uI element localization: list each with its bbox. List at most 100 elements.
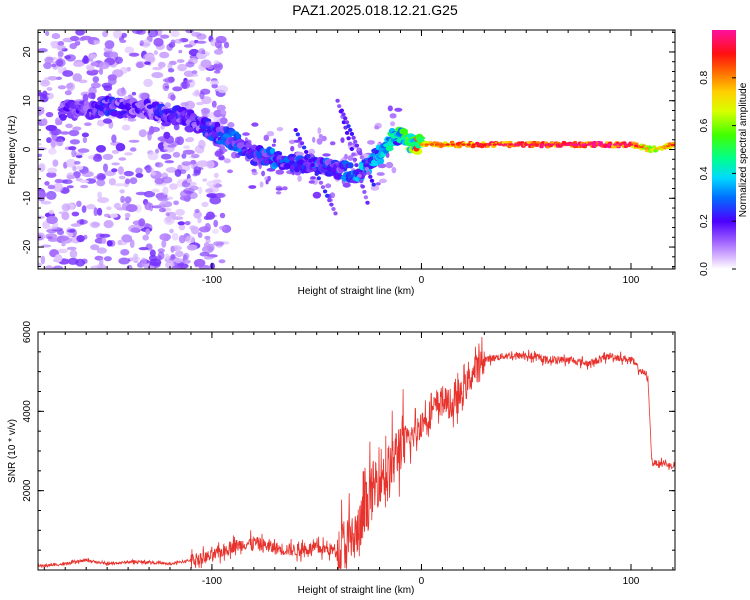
spectrogram-noise-cell [170,39,176,45]
spectrogram-noise-cell [39,191,47,198]
spectrogram-noise-cell [147,30,159,38]
spectrogram-sideband-cell [361,159,366,164]
spectrogram-noise-cell [175,208,186,216]
spectrogram-noise-cell [125,204,138,213]
spectrogram-noise-cell [165,212,170,217]
spectrogram-noise-cell [213,49,224,55]
spectrogram-noise-cell [196,101,204,106]
spectrogram-noise-cell [322,153,331,157]
spectrogram-core-cell [503,143,508,146]
spectrogram-sideband-cell [363,195,369,200]
spectrogram-ridge-cell [417,137,424,143]
spectrogram-sideband-cell [357,173,362,178]
spectrogram-noise-cell [70,223,82,227]
spectrogram-sideband-cell [314,171,319,176]
snr-axes: -100 0 100 2000 4000 6000 [22,320,675,587]
spectrogram-noise-cell [69,139,80,145]
spectrogram-noise-cell [109,213,119,218]
spectrogram-sideband-cell [358,151,363,156]
spectrogram-noise-cell [57,235,70,242]
spectrogram-noise-cell [367,140,375,145]
spectrogram-noise-cell [143,78,153,88]
spectrogram-noise-cell [160,200,167,205]
spectrogram-noise-cell [113,30,123,39]
spectrogram-noise-cell [310,176,316,180]
spectrogram-ridge-cell [211,130,219,138]
spectrogram-noise-cell [111,134,117,143]
spectrogram-noise-cell [312,136,316,143]
spectrogram-noise-cell [79,219,85,225]
spectrogram-noise-cell [211,83,218,89]
spectrogram-noise-cell [197,217,202,224]
spectrogram-noise-cell [167,68,175,73]
spectrogram-noise-cell [46,215,58,225]
spectrogram-noise-cell [67,232,74,238]
spectrogram-noise-cell [46,171,57,178]
spectrogram-noise-cell [57,248,68,254]
spectrogram-noise-cell [103,85,113,92]
spectrogram-core-cell [565,143,571,146]
spectrogram-noise-cell [65,123,73,129]
spectrogram-noise-cell [90,244,100,251]
spectrogram-noise-cell [42,220,50,229]
spectrogram-noise-cell [394,107,403,112]
spectrogram-noise-cell [227,122,235,128]
spectrogram-noise-cell [162,82,170,92]
spectrogram-noise-cell [199,252,210,257]
spectrogram-ridge-cell [572,140,578,145]
spectrogram-noise-cell [174,38,183,44]
spectrogram-sideband-cell [295,132,300,137]
spectrogram-y-tick-label: -20 [22,239,33,254]
spectrogram-core-cell [518,143,524,146]
spectrogram-core-cell [492,143,497,146]
spectrogram-noise-cell [377,163,387,169]
spectrogram-ridge-cell [648,149,653,154]
spectrogram-core-cell [576,143,581,146]
spectrogram-core-cell [482,143,487,146]
spectrogram-core-cell [618,143,623,146]
spectrogram-sideband-cell [366,170,371,175]
spectrogram-noise-cell [67,229,76,233]
spectrogram-noise-cell [81,171,94,178]
spectrogram-noise-cell [115,143,126,152]
spectrogram-noise-cell [205,77,211,82]
spectrogram-noise-cell [183,145,191,149]
spectrogram-noise-cell [213,241,225,246]
spectrogram-noise-cell [188,181,197,187]
spectrogram-core-cell [560,143,566,146]
spectrogram-ridge-cell [189,116,196,122]
spectrogram-x-tick-label: 0 [419,275,425,286]
spectrogram-core-cell [471,143,476,146]
spectrogram-noise-cell [172,86,183,92]
spectrogram-noise-cell [57,65,64,74]
spectrogram-noise-cell [212,64,221,69]
spectrogram-x-tick-label: 100 [623,275,640,286]
spectrogram-sideband-cell [308,158,313,163]
spectrogram-noise-cell [120,249,130,256]
spectrogram-noise-cell [219,212,226,219]
spectrogram-noise-cell [169,228,174,234]
spectrogram-noise-cell [64,55,71,60]
spectrogram-core-cell [461,143,466,146]
snr-y-tick-label: 4000 [22,400,33,423]
spectrogram-noise-cell [99,233,111,238]
spectrogram-noise-cell [271,143,276,147]
spectrogram-noise-cell [325,183,332,189]
spectrogram-sideband-cell [365,200,370,205]
spectrogram-noise-cell [182,149,195,155]
spectrogram-noise-cell [205,188,214,193]
spectrogram-noise-cell [151,188,160,193]
spectrogram-sideband-cell [368,174,373,179]
spectrogram-sideband-cell [353,139,358,144]
spectrogram-noise-cell [379,178,387,184]
spectrogram-core-cell [435,143,440,146]
spectrogram-noise-cell [56,44,66,51]
spectrogram-noise-cell [201,96,212,105]
spectrogram-noise-cell [184,221,191,226]
spectrogram-noise-cell [88,92,96,99]
spectrogram-noise-cell [261,170,266,177]
spectrogram-noise-cell [40,200,52,205]
spectrogram-noise-cell [190,226,200,235]
spectrogram-noise-cell [86,204,96,210]
spectrogram-noise-cell [186,136,195,143]
